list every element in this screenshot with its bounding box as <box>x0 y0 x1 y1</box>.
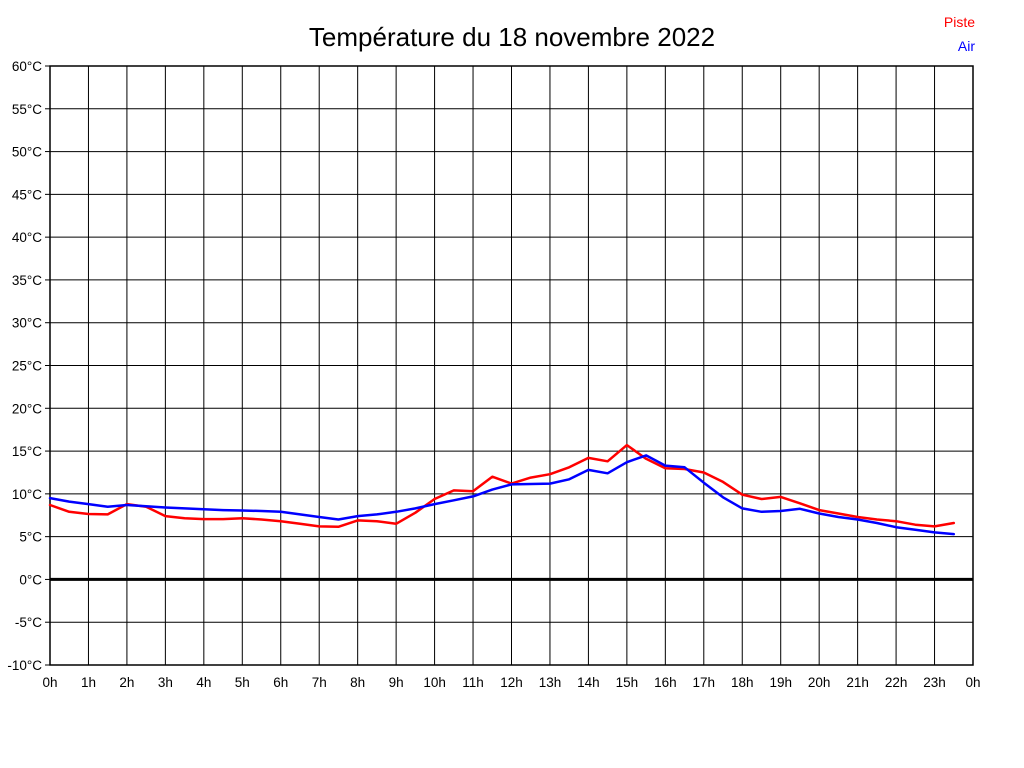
x-axis-label: 4h <box>196 675 211 690</box>
y-axis-label: 35°C <box>12 273 42 288</box>
x-axis-label: 19h <box>769 675 792 690</box>
y-axis-label: 60°C <box>12 59 42 74</box>
x-axis-label: 0h <box>42 675 57 690</box>
x-axis-label: 18h <box>731 675 754 690</box>
y-axis-label: 5°C <box>19 530 42 545</box>
legend-item-piste: Piste <box>943 14 975 30</box>
x-axis-label: 21h <box>846 675 869 690</box>
x-axis-label: 0h <box>965 675 980 690</box>
x-axis-label: 11h <box>462 675 484 690</box>
y-axis-label: 45°C <box>12 187 42 202</box>
x-axis-label: 20h <box>808 675 831 690</box>
series-air-line <box>48 454 956 536</box>
x-axis-label: 16h <box>654 675 677 690</box>
chart-legend: Piste Air <box>944 10 975 58</box>
x-axis-label: 7h <box>312 675 327 690</box>
y-axis-label: 55°C <box>12 102 42 117</box>
x-axis-label: 13h <box>539 675 562 690</box>
y-axis-label: -5°C <box>15 615 42 630</box>
y-axis-label: -10°C <box>7 658 42 673</box>
x-axis-label: 23h <box>923 675 946 690</box>
x-axis-label: 6h <box>273 675 288 690</box>
x-axis-label: 5h <box>235 675 250 690</box>
y-axis-label: 30°C <box>12 316 42 331</box>
y-axis-label: 15°C <box>12 444 42 459</box>
legend-item-air: Air <box>957 38 975 54</box>
x-axis-label: 22h <box>885 675 908 690</box>
x-axis-label: 15h <box>616 675 639 690</box>
x-axis-label: 2h <box>119 675 134 690</box>
x-axis-label: 9h <box>389 675 404 690</box>
x-axis-label: 10h <box>423 675 446 690</box>
x-axis-label: 17h <box>693 675 716 690</box>
y-axis-label: 50°C <box>12 145 42 160</box>
x-axis-label: 14h <box>577 675 600 690</box>
chart-title: Température du 18 novembre 2022 <box>308 22 716 52</box>
series-piste-line <box>48 443 956 529</box>
x-axis-label: 1h <box>81 675 96 690</box>
x-axis-label: 8h <box>350 675 365 690</box>
y-axis-label: 20°C <box>12 401 42 416</box>
x-axis-label: 3h <box>158 675 173 690</box>
y-axis-label: 10°C <box>12 487 42 502</box>
x-axis-label: 12h <box>500 675 523 690</box>
y-axis-label: 40°C <box>12 230 42 245</box>
y-axis-label: 25°C <box>12 359 42 374</box>
y-axis-label: 0°C <box>19 572 42 587</box>
